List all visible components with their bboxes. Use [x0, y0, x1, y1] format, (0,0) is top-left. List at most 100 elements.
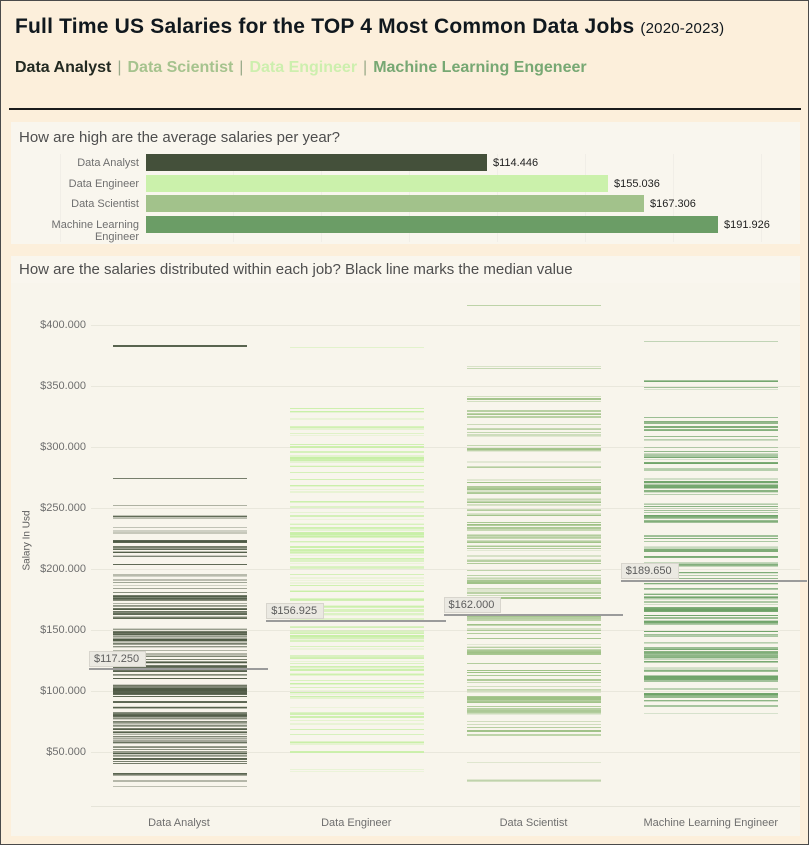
salary-observation-line — [289, 580, 424, 582]
salary-observation-line — [289, 541, 424, 543]
salary-observation-line — [112, 616, 247, 618]
salary-observation-line — [467, 628, 602, 631]
page-title-years: (2020-2023) — [640, 20, 725, 37]
salary-observation-line — [644, 587, 779, 589]
salary-observation-line — [289, 450, 424, 454]
salary-observation-line — [467, 423, 602, 426]
salary-observation-line — [289, 634, 424, 638]
salary-observation-line — [644, 547, 779, 550]
salary-observation-line — [289, 568, 424, 570]
salary-observation-line — [467, 689, 602, 692]
salary-observation-line — [644, 462, 779, 465]
salary-observation-line — [289, 742, 424, 745]
salary-observation-line — [644, 658, 779, 660]
salary-observation-line — [467, 504, 602, 507]
salary-observation-line — [112, 635, 247, 638]
salary-observation-line — [644, 621, 779, 623]
avg-salary-bar[interactable] — [146, 215, 718, 233]
salary-observation-line — [467, 433, 602, 436]
avg-salary-bar[interactable] — [146, 174, 608, 192]
salary-observation-line — [112, 750, 247, 752]
salary-observation-line — [112, 707, 247, 709]
salary-observation-line — [112, 717, 247, 719]
legend-separator: | — [117, 59, 122, 76]
salary-observation-line — [112, 551, 247, 553]
salary-observation-line — [289, 741, 424, 744]
salary-observation-line — [467, 398, 602, 400]
avg-salary-bar[interactable] — [146, 195, 644, 212]
x-axis-category-label: Data Analyst — [148, 817, 210, 829]
salary-observation-line — [112, 344, 247, 348]
salary-observation-line — [112, 517, 247, 519]
salary-observation-line — [644, 564, 779, 567]
salary-observation-line — [289, 511, 424, 513]
salary-observation-line — [112, 639, 247, 641]
salary-observation-line — [644, 535, 779, 538]
salary-observation-line — [644, 667, 779, 670]
salary-observation-line — [467, 449, 602, 451]
median-line — [620, 580, 807, 582]
salary-observation-line — [289, 464, 424, 467]
salary-observation-line — [112, 608, 247, 610]
salary-observation-line — [644, 630, 779, 632]
salary-observation-line — [467, 779, 602, 781]
strip-column-data-analyst[interactable] — [112, 303, 247, 806]
salary-observation-line — [289, 524, 424, 526]
salary-observation-line — [467, 587, 602, 589]
salary-observation-line — [467, 653, 602, 656]
salary-observation-line — [112, 742, 247, 744]
strip-column-machine-learning-engineer[interactable] — [644, 303, 779, 806]
salary-observation-line — [467, 542, 602, 544]
salary-observation-line — [644, 516, 779, 518]
salary-observation-line — [112, 734, 247, 736]
salary-observation-line — [289, 606, 424, 608]
salary-observation-line — [644, 507, 779, 510]
gridline — [91, 752, 800, 753]
salary-observation-line — [112, 530, 247, 533]
salary-observation-line — [467, 449, 602, 453]
avg-salary-bar[interactable] — [146, 154, 487, 171]
salary-observation-line — [289, 669, 424, 672]
salary-observation-line — [467, 685, 602, 687]
salary-observation-line — [644, 572, 779, 574]
salary-observation-line — [289, 626, 424, 628]
salary-observation-line — [644, 584, 779, 586]
salary-observation-line — [467, 528, 602, 530]
salary-observation-line — [289, 614, 424, 617]
salary-observation-line — [644, 561, 779, 563]
strip-column-data-scientist[interactable] — [467, 303, 602, 806]
salary-observation-line — [289, 518, 424, 521]
salary-observation-line — [289, 490, 424, 493]
salary-observation-line — [112, 633, 247, 635]
median-value-label: $162.000 — [443, 597, 502, 613]
salary-observation-line — [289, 558, 424, 560]
salary-observation-line — [467, 712, 602, 715]
salary-observation-line — [112, 754, 247, 757]
salary-observation-line — [112, 736, 247, 739]
salary-observation-line — [112, 724, 247, 726]
salary-observation-line — [467, 447, 602, 450]
salary-observation-line — [112, 731, 247, 735]
salary-observation-line — [467, 435, 602, 437]
salary-observation-line — [467, 701, 602, 703]
salary-observation-line — [644, 469, 779, 471]
salary-observation-line — [467, 365, 602, 368]
salary-observation-line — [112, 707, 247, 709]
salary-observation-line — [289, 532, 424, 535]
salary-observation-line — [467, 638, 602, 640]
salary-observation-line — [467, 706, 602, 708]
salary-observation-line — [644, 688, 779, 690]
salary-observation-line — [289, 768, 424, 770]
salary-observation-line — [112, 638, 247, 640]
salary-observation-line — [112, 751, 247, 753]
strip-column-data-engineer[interactable] — [289, 303, 424, 806]
salary-observation-line — [644, 661, 779, 664]
salary-observation-line — [112, 722, 247, 724]
salary-observation-line — [467, 629, 602, 631]
salary-observation-line — [467, 445, 602, 447]
salary-observation-line — [289, 712, 424, 714]
bar-value-label: $114.446 — [493, 157, 539, 169]
salary-observation-line — [289, 693, 424, 695]
salary-observation-line — [289, 665, 424, 668]
